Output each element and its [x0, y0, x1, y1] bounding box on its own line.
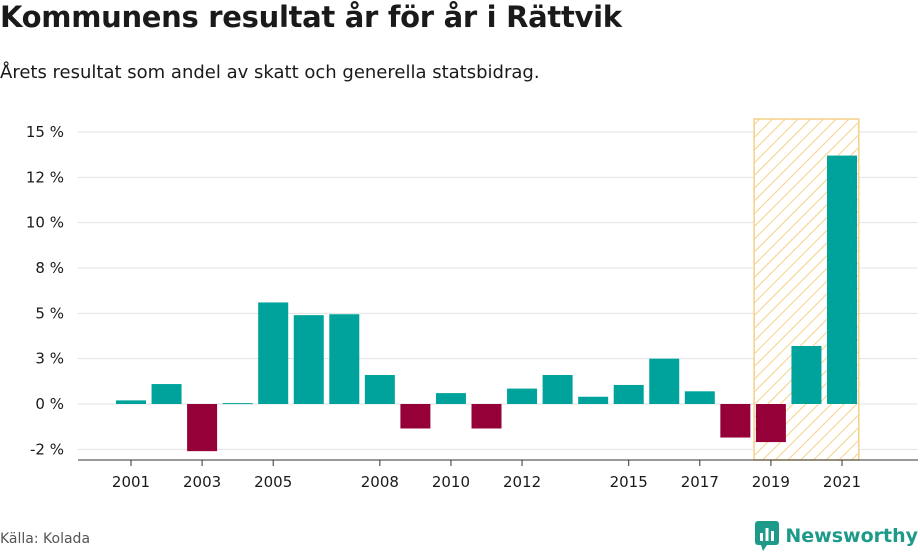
- bar-2006: [293, 315, 324, 404]
- x-tick-label: 2001: [112, 473, 150, 491]
- x-tick-label: 2008: [361, 473, 399, 491]
- y-tick-label: 12 %: [26, 168, 64, 186]
- bar-2007: [329, 314, 360, 404]
- x-tick-label: 2021: [823, 473, 861, 491]
- bar-2010: [435, 393, 466, 404]
- bar-2012: [507, 388, 538, 404]
- bar-2011: [471, 404, 502, 429]
- newsworthy-logo-icon: [755, 521, 780, 551]
- bar-2016: [649, 358, 680, 404]
- bar-2003: [187, 404, 218, 452]
- x-tick-label: 2015: [610, 473, 648, 491]
- brand[interactable]: Newsworthy: [755, 521, 918, 551]
- source-note: Källa: Kolada: [0, 531, 91, 547]
- bar-2019: [755, 404, 786, 443]
- y-tick-label: 5 %: [35, 304, 64, 322]
- bar-2015: [613, 384, 644, 404]
- x-tick-label: 2003: [183, 473, 221, 491]
- bar-chart: -2 % 0 % 3 % 5 % 8 % 10 % 12 % 15 % 2001 2003 2005…: [26, 118, 918, 491]
- bar-2001: [116, 400, 146, 404]
- y-tick-label: 0 %: [35, 395, 64, 413]
- x-tick-label: 2012: [503, 473, 541, 491]
- y-tick-label: 3 %: [35, 350, 64, 368]
- bar-2002: [151, 384, 182, 404]
- bar-2005: [258, 302, 289, 404]
- bars: [116, 155, 857, 452]
- x-tick-label: 2010: [432, 473, 470, 491]
- y-tick-label: 10 %: [26, 214, 64, 232]
- bar-2020: [791, 345, 822, 404]
- bar-2008: [364, 374, 395, 404]
- y-tick-label: -2 %: [30, 440, 64, 458]
- y-tick-label: 8 %: [35, 259, 64, 277]
- bar-2018: [720, 404, 751, 438]
- x-tick-label: 2017: [681, 473, 719, 491]
- x-tick-label: 2019: [752, 473, 790, 491]
- bar-2014: [578, 396, 609, 404]
- axes: -2 % 0 % 3 % 5 % 8 % 10 % 12 % 15 % 2001 2003 2005…: [26, 123, 918, 491]
- brand-name: Newsworthy: [785, 525, 918, 547]
- bar-2021: [827, 155, 857, 404]
- y-tick-label: 15 %: [26, 123, 64, 141]
- chart-title: Kommunens resultat år för år i Rättvik: [0, 0, 622, 34]
- bar-2013: [542, 374, 573, 404]
- chart-subtitle: Årets resultat som andel av skatt och ge…: [0, 62, 540, 83]
- bar-2004: [222, 403, 253, 405]
- x-tick-label: 2005: [254, 473, 292, 491]
- bar-2017: [684, 391, 715, 404]
- bar-2009: [400, 404, 431, 429]
